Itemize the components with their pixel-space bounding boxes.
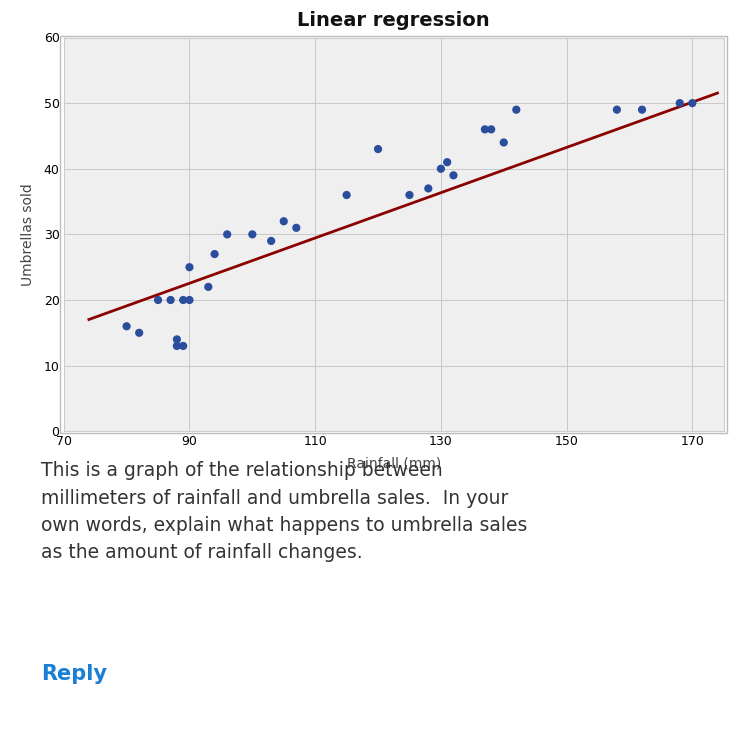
- Point: [164, 294, 176, 306]
- Point: [510, 104, 522, 116]
- Point: [422, 182, 434, 194]
- Point: [202, 281, 214, 293]
- Point: [266, 235, 278, 247]
- Bar: [61, 35, 727, 433]
- Point: [404, 189, 416, 201]
- Point: [177, 294, 189, 306]
- Point: [372, 143, 384, 155]
- Point: [184, 261, 196, 273]
- Point: [246, 228, 258, 240]
- Point: [290, 222, 302, 234]
- Point: [479, 123, 491, 135]
- Point: [209, 248, 220, 260]
- Point: [485, 123, 497, 135]
- Point: [121, 320, 133, 332]
- Point: [674, 98, 686, 109]
- Point: [441, 156, 453, 168]
- Point: [686, 98, 698, 109]
- Point: [636, 104, 648, 116]
- Point: [177, 340, 189, 352]
- Point: [221, 228, 233, 240]
- Text: Reply: Reply: [41, 664, 107, 684]
- Point: [184, 294, 196, 306]
- Point: [171, 333, 183, 345]
- Point: [134, 327, 146, 339]
- Point: [611, 104, 623, 116]
- Title: Linear regression: Linear regression: [298, 11, 490, 31]
- Point: [152, 294, 164, 306]
- X-axis label: Rainfall (mm): Rainfall (mm): [346, 457, 441, 471]
- Point: [340, 189, 352, 201]
- Point: [448, 170, 460, 182]
- Point: [435, 163, 447, 175]
- Point: [498, 136, 510, 148]
- Y-axis label: Umbrellas sold: Umbrellas sold: [21, 183, 35, 286]
- Point: [278, 215, 290, 227]
- Point: [171, 340, 183, 352]
- Text: This is a graph of the relationship between
millimeters of rainfall and umbrella: This is a graph of the relationship betw…: [41, 461, 528, 562]
